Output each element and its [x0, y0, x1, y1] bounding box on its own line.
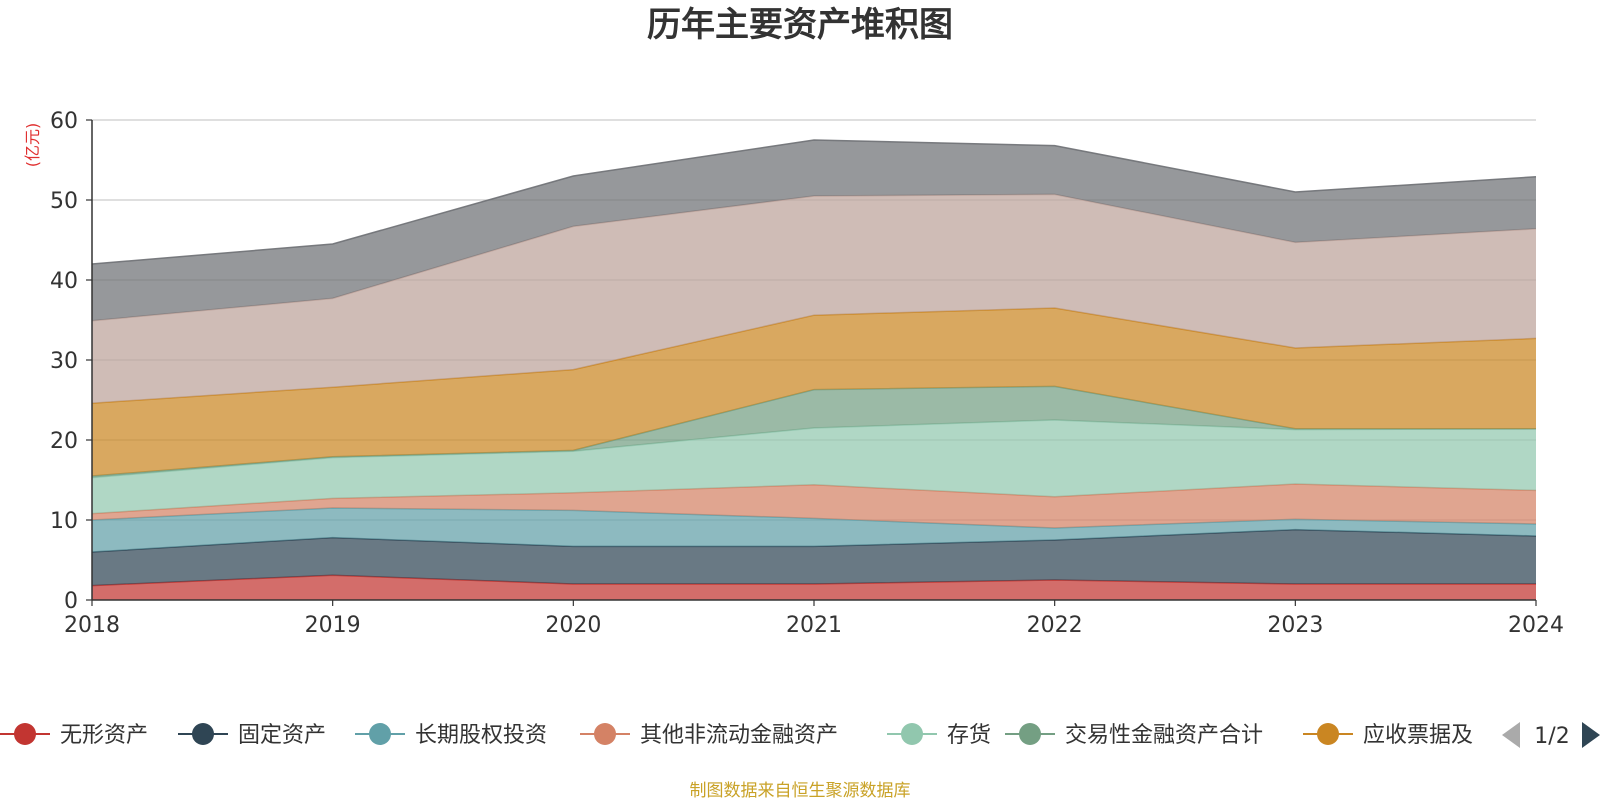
legend-label: 长期股权投资: [415, 723, 547, 748]
legend-circle-icon: [1019, 723, 1041, 745]
legend-next-page-icon[interactable]: [1582, 722, 1600, 748]
legend-page-indicator: 1/2: [1534, 724, 1569, 749]
y-tick-label: 60: [50, 109, 78, 134]
legend-item-4[interactable]: 其他非流动金融资产: [580, 723, 838, 748]
chart-title: 历年主要资产堆积图: [647, 5, 953, 45]
y-tick-label: 10: [50, 509, 78, 534]
legend-prev-page-icon[interactable]: [1502, 722, 1520, 748]
x-tick-label: 2020: [545, 613, 601, 638]
legend-item-7[interactable]: 应收票据及: [1303, 723, 1473, 748]
x-tick-label: 2019: [305, 613, 361, 638]
legend-circle-icon: [369, 723, 391, 745]
y-tick-label: 40: [50, 269, 78, 294]
area-series-2[interactable]: [92, 529, 1536, 586]
y-tick-label: 0: [64, 589, 78, 614]
area-series-4[interactable]: [92, 484, 1536, 528]
legend-item-5[interactable]: 存货: [887, 723, 991, 748]
legend-label: 存货: [947, 723, 991, 748]
area-series-7[interactable]: [92, 308, 1536, 476]
legend-label: 其他非流动金融资产: [640, 723, 838, 748]
x-tick-label: 2023: [1267, 613, 1323, 638]
data-source-note: 制图数据来自恒生聚源数据库: [689, 781, 911, 801]
area-series-3[interactable]: [92, 508, 1536, 552]
legend-circle-icon: [901, 723, 923, 745]
x-tick-label: 2021: [786, 613, 842, 638]
y-axis-unit-label: (亿元): [23, 123, 42, 168]
legend-item-2[interactable]: 固定资产: [178, 723, 326, 748]
x-tick-label: 2024: [1508, 613, 1564, 638]
area-series-6[interactable]: [92, 386, 1536, 478]
legend-label: 应收票据及: [1363, 723, 1473, 748]
x-tick-label: 2018: [64, 613, 120, 638]
area-series-8[interactable]: [92, 194, 1536, 404]
legend-circle-icon: [14, 723, 36, 745]
area-series-1[interactable]: [92, 575, 1536, 600]
legend-label: 交易性金融资产合计: [1065, 723, 1263, 748]
area-series-9[interactable]: [92, 140, 1536, 321]
legend-label: 无形资产: [60, 723, 148, 748]
legend-item-1[interactable]: 无形资产: [0, 723, 148, 748]
legend-circle-icon: [1317, 723, 1339, 745]
legend-label: 固定资产: [238, 723, 326, 748]
legend-circle-icon: [192, 723, 214, 745]
legend-circle-icon: [594, 723, 616, 745]
legend-item-3[interactable]: 长期股权投资: [355, 723, 547, 748]
x-tick-label: 2022: [1027, 613, 1083, 638]
legend-item-6[interactable]: 交易性金融资产合计: [1005, 723, 1263, 748]
y-tick-label: 20: [50, 429, 78, 454]
series-line-9: [91, 139, 1537, 265]
y-tick-label: 50: [50, 189, 78, 214]
area-series-5[interactable]: [92, 420, 1536, 514]
y-tick-label: 30: [50, 349, 78, 374]
